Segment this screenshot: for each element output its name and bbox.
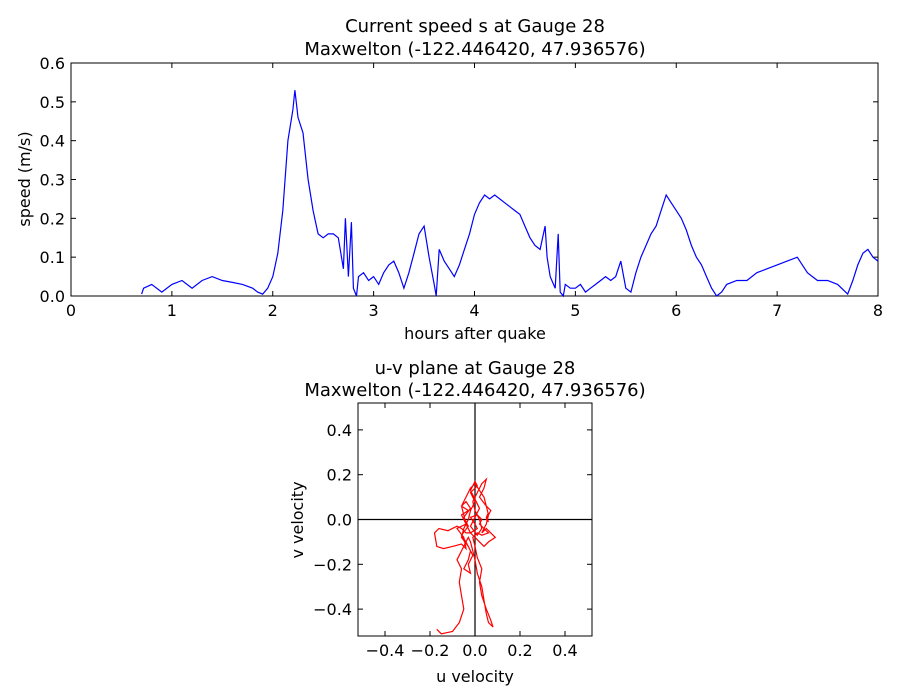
y-tick-label: 0.2 [40, 209, 65, 228]
y-tick-label: 0.2 [327, 466, 352, 485]
y-tick-label: 0.4 [40, 132, 65, 151]
y-tick-label: 0.5 [40, 93, 65, 112]
x-tick-label: 0.0 [462, 641, 487, 660]
x-tick-label: 0.4 [552, 641, 577, 660]
y-tick-label: 0.0 [327, 511, 352, 530]
uv-zero-lines [358, 403, 592, 636]
uv-chart-xlabel: u velocity [436, 667, 514, 686]
speed-chart-xlabel: hours after quake [404, 324, 546, 343]
speed-chart: Current speed s at Gauge 28 Maxwelton (-… [15, 16, 883, 343]
x-tick-label: −0.4 [366, 641, 405, 660]
y-tick-label: −0.2 [313, 555, 352, 574]
x-tick-label: 1 [167, 301, 177, 320]
speed-plot-frame [70, 62, 879, 297]
x-tick-label: 0.2 [507, 641, 532, 660]
speed-chart-ylabel: speed (m/s) [15, 131, 34, 226]
y-tick-label: 0.1 [40, 248, 65, 267]
speed-chart-title: Current speed s at Gauge 28 [345, 16, 605, 37]
uv-chart-ticks: −0.4 −0.2 0.0 0.2 0.4 −0.4 −0.2 0.0 0.2 0.4 [313, 403, 592, 660]
x-tick-label: 3 [369, 301, 379, 320]
y-tick-label: 0.4 [327, 421, 352, 440]
x-tick-label: 2 [268, 301, 278, 320]
x-tick-label: 4 [469, 301, 479, 320]
x-tick-label: 7 [772, 301, 782, 320]
x-tick-label: 5 [570, 301, 580, 320]
speed-series-line [141, 90, 879, 298]
uv-chart-ylabel: v velocity [288, 481, 307, 558]
y-tick-label: 0.6 [40, 54, 65, 73]
x-tick-label: 6 [671, 301, 681, 320]
y-tick-label: −0.4 [313, 600, 352, 619]
speed-chart-ticks: 0 1 2 3 4 5 6 7 8 0.0 0.1 0.2 0.3 0.4 0.5 0.6 [40, 54, 884, 320]
y-tick-label: 0.3 [40, 171, 65, 190]
uv-chart: u-v plane at Gauge 28 Maxwelton (-122.44… [288, 358, 646, 686]
x-tick-label: 0 [66, 301, 76, 320]
uv-trajectory-line [433, 477, 497, 635]
uv-chart-subtitle: Maxwelton (-122.446420, 47.936576) [304, 380, 645, 401]
speed-chart-subtitle: Maxwelton (-122.446420, 47.936576) [304, 39, 645, 60]
y-tick-label: 0.0 [40, 287, 65, 306]
x-tick-label: 8 [873, 301, 883, 320]
uv-chart-title: u-v plane at Gauge 28 [375, 358, 576, 379]
x-tick-label: −0.2 [411, 641, 450, 660]
